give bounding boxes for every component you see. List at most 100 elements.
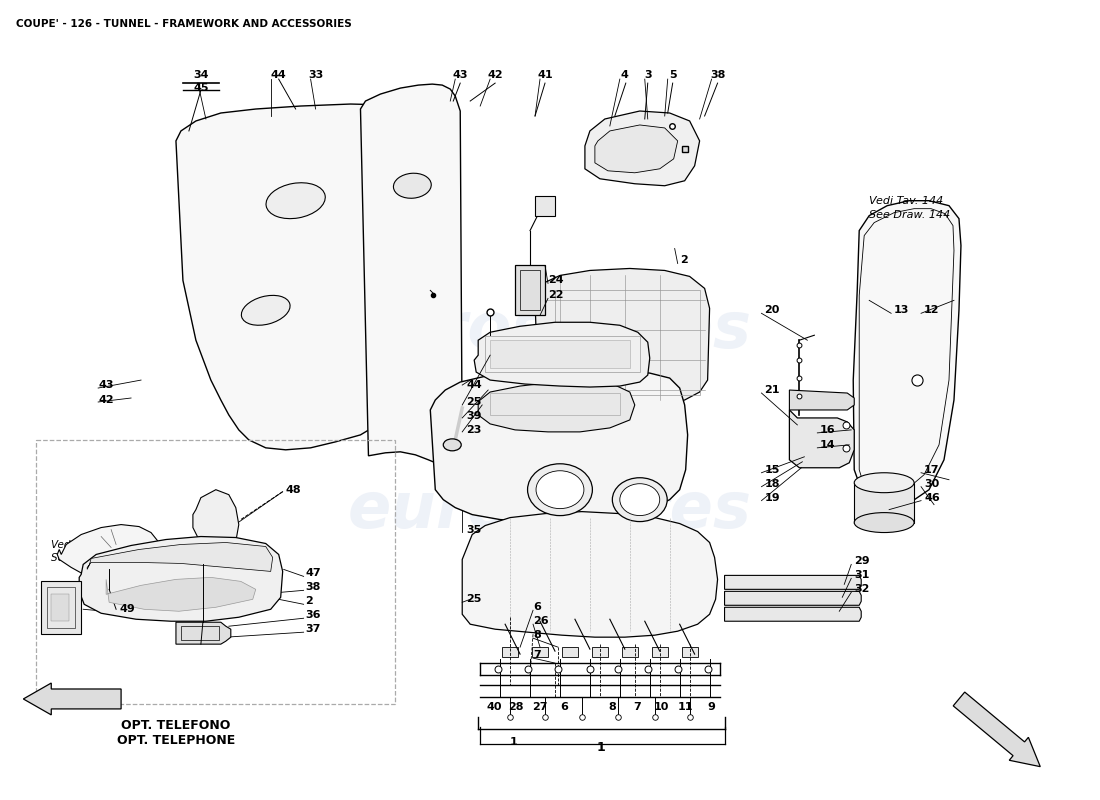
Polygon shape: [651, 647, 668, 657]
Ellipse shape: [855, 513, 914, 533]
Text: 2: 2: [680, 255, 688, 266]
Text: 29: 29: [855, 557, 870, 566]
Text: 16: 16: [820, 425, 835, 435]
Text: 39: 39: [466, 411, 482, 421]
Text: eurospares: eurospares: [348, 299, 752, 362]
Text: 38: 38: [306, 582, 321, 592]
Polygon shape: [52, 594, 69, 622]
Text: See Draw. 144: See Draw. 144: [869, 210, 950, 220]
Text: OPT. TELEFONO: OPT. TELEFONO: [121, 719, 231, 732]
Text: COUPE' - 126 - TUNNEL - FRAMEWORK AND ACCESSORIES: COUPE' - 126 - TUNNEL - FRAMEWORK AND AC…: [16, 19, 352, 30]
Text: 42: 42: [98, 395, 113, 405]
Polygon shape: [79, 537, 283, 622]
Text: 28: 28: [508, 702, 524, 712]
Text: 40: 40: [486, 702, 502, 712]
Text: 25: 25: [466, 594, 482, 604]
Text: eurospares: eurospares: [348, 478, 752, 541]
Text: 6: 6: [534, 602, 541, 612]
Text: 34: 34: [194, 70, 209, 80]
Text: 17: 17: [924, 465, 939, 474]
Polygon shape: [790, 390, 855, 410]
Text: 49: 49: [119, 604, 135, 614]
Text: 3: 3: [644, 70, 651, 80]
Ellipse shape: [536, 470, 584, 509]
Ellipse shape: [855, 473, 914, 493]
Text: 44: 44: [466, 380, 482, 390]
Text: 7: 7: [632, 702, 640, 712]
Polygon shape: [462, 512, 717, 637]
Ellipse shape: [613, 478, 668, 522]
Text: 47: 47: [306, 568, 321, 578]
Text: 31: 31: [855, 570, 870, 580]
Text: 26: 26: [534, 616, 549, 626]
Polygon shape: [535, 196, 556, 216]
FancyArrow shape: [954, 692, 1041, 766]
Text: 45: 45: [194, 83, 209, 93]
Text: 11: 11: [678, 702, 693, 712]
Polygon shape: [430, 368, 688, 522]
Text: 35: 35: [466, 525, 482, 534]
Text: Vedi Tav. 144: Vedi Tav. 144: [869, 196, 944, 206]
Text: 18: 18: [764, 478, 780, 489]
Text: 7: 7: [534, 650, 541, 660]
Polygon shape: [176, 622, 231, 644]
Polygon shape: [621, 647, 638, 657]
Text: 27: 27: [532, 702, 548, 712]
Text: 15: 15: [764, 465, 780, 474]
Text: 4: 4: [620, 70, 629, 80]
Polygon shape: [491, 340, 630, 368]
Text: 20: 20: [764, 306, 780, 315]
Polygon shape: [106, 578, 255, 611]
Polygon shape: [855, 482, 914, 522]
Polygon shape: [790, 410, 855, 468]
Ellipse shape: [266, 182, 326, 218]
Text: 10: 10: [654, 702, 670, 712]
Text: 8: 8: [608, 702, 616, 712]
Polygon shape: [192, 490, 239, 551]
Text: 12: 12: [924, 306, 939, 315]
Polygon shape: [515, 266, 544, 315]
Text: 5: 5: [669, 70, 676, 80]
Text: 1: 1: [510, 737, 518, 747]
Polygon shape: [535, 269, 710, 405]
Text: 1: 1: [596, 741, 605, 754]
Polygon shape: [474, 322, 650, 387]
Polygon shape: [595, 125, 678, 173]
Polygon shape: [725, 607, 861, 622]
Polygon shape: [478, 382, 635, 432]
Text: 48: 48: [286, 485, 301, 494]
Polygon shape: [592, 647, 608, 657]
Text: 33: 33: [308, 70, 323, 80]
FancyArrow shape: [23, 683, 121, 715]
Text: 6: 6: [560, 702, 568, 712]
Text: 38: 38: [710, 70, 725, 80]
Text: 37: 37: [306, 624, 321, 634]
Polygon shape: [361, 84, 462, 468]
Text: 44: 44: [271, 70, 287, 80]
Text: 46: 46: [924, 493, 939, 502]
Text: 43: 43: [452, 70, 468, 80]
Polygon shape: [57, 525, 161, 583]
Text: 21: 21: [764, 385, 780, 395]
Text: 41: 41: [537, 70, 553, 80]
Polygon shape: [682, 647, 697, 657]
Polygon shape: [562, 647, 578, 657]
Text: 9: 9: [707, 702, 715, 712]
Text: Vedi anche Tav. 119: Vedi anche Tav. 119: [52, 539, 155, 550]
Text: OPT. TELEPHONE: OPT. TELEPHONE: [117, 734, 235, 747]
Bar: [36, 440, 395, 704]
Text: 43: 43: [98, 380, 113, 390]
Polygon shape: [725, 575, 861, 590]
Text: 30: 30: [924, 478, 939, 489]
Text: 14: 14: [820, 440, 835, 450]
Text: 23: 23: [466, 425, 482, 435]
Ellipse shape: [619, 484, 660, 515]
Polygon shape: [585, 111, 700, 186]
Text: 13: 13: [894, 306, 910, 315]
Text: 2: 2: [306, 596, 313, 606]
Polygon shape: [854, 201, 961, 505]
Ellipse shape: [443, 439, 461, 451]
Text: 8: 8: [534, 630, 541, 640]
Polygon shape: [42, 582, 81, 634]
Ellipse shape: [394, 174, 431, 198]
